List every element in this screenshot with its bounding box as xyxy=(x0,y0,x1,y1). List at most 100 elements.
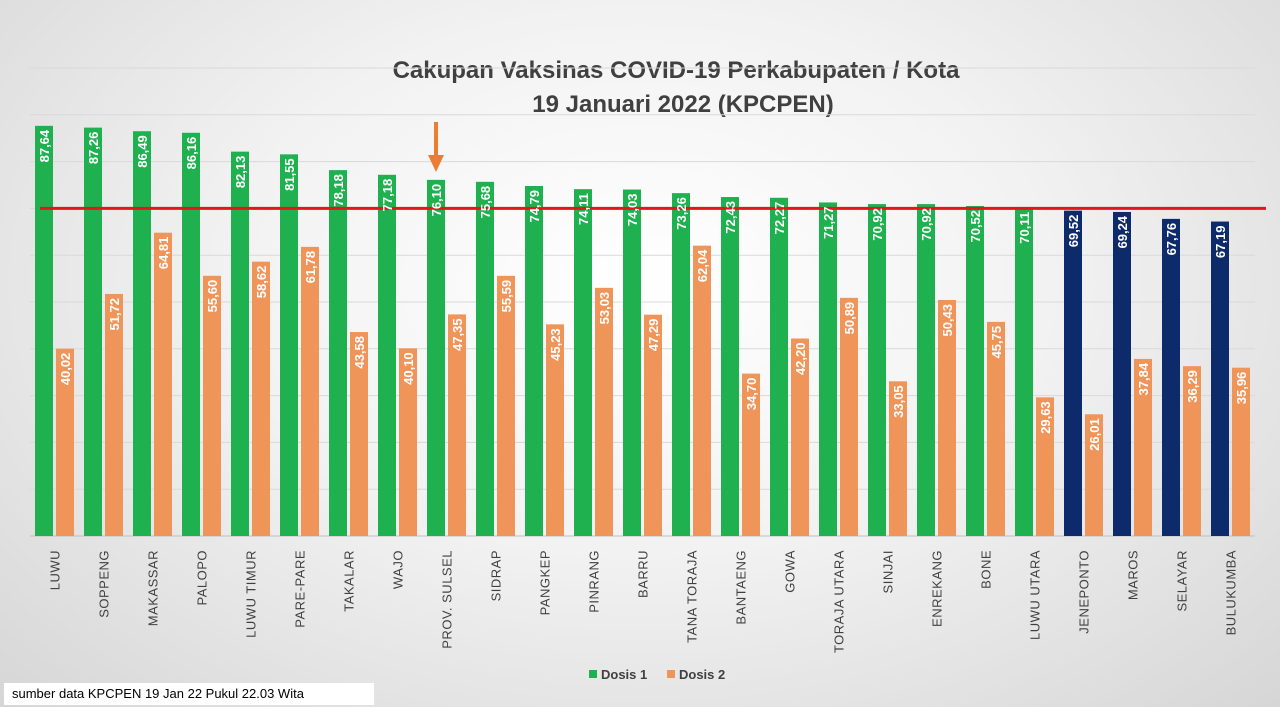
bar-dosis-1 xyxy=(819,202,837,536)
data-label-dosis-2: 55,59 xyxy=(499,280,514,313)
data-label-dosis-2: 51,72 xyxy=(107,298,122,331)
data-label-dosis-2: 45,75 xyxy=(989,326,1004,359)
bar-dosis-1 xyxy=(427,179,445,537)
category-label: JENEPONTO xyxy=(1077,550,1092,634)
data-label-dosis-2: 58,62 xyxy=(254,266,269,299)
data-label-dosis-2: 34,70 xyxy=(744,378,759,411)
category-label: BARRU xyxy=(636,550,651,598)
bar-dosis-2 xyxy=(203,275,221,536)
data-label-dosis-2: 29,63 xyxy=(1038,401,1053,434)
bar-dosis-1 xyxy=(1162,218,1180,537)
bar-dosis-2 xyxy=(497,275,515,536)
category-label: PANGKEP xyxy=(538,550,553,615)
data-label-dosis-2: 55,60 xyxy=(205,280,220,313)
category-label: BANTAENG xyxy=(734,550,749,625)
category-label: TAKALAR xyxy=(342,550,357,612)
data-label-dosis-2: 50,89 xyxy=(842,302,857,335)
category-label: LUWU xyxy=(48,550,63,590)
bar-dosis-2 xyxy=(56,348,74,536)
data-label-dosis-1: 69,52 xyxy=(1066,215,1081,248)
data-label-dosis-1: 70,92 xyxy=(919,208,934,241)
bar-dosis-2 xyxy=(742,373,760,536)
bar-dosis-2 xyxy=(1134,358,1152,536)
bar-dosis-1 xyxy=(133,131,151,536)
bar-dosis-2 xyxy=(252,261,270,536)
category-label: PINRANG xyxy=(587,550,602,613)
bar-dosis-1 xyxy=(378,174,396,536)
category-label: MAROS xyxy=(1126,550,1141,600)
data-label-dosis-1: 76,10 xyxy=(429,184,444,217)
legend-swatch-dosis-1 xyxy=(589,670,597,678)
bar-dosis-1 xyxy=(623,189,641,536)
data-label-dosis-2: 26,01 xyxy=(1087,418,1102,451)
bar-dosis-2 xyxy=(693,245,711,536)
bar-dosis-1 xyxy=(329,170,347,536)
category-label: LUWU TIMUR xyxy=(244,550,259,638)
bar-dosis-2 xyxy=(154,232,172,536)
data-label-dosis-2: 47,35 xyxy=(450,318,465,351)
data-label-dosis-1: 74,03 xyxy=(625,194,640,227)
data-label-dosis-2: 35,96 xyxy=(1234,372,1249,405)
bar-dosis-1 xyxy=(574,189,592,536)
category-label: TANA TORAJA xyxy=(685,550,700,643)
source-note: sumber data KPCPEN 19 Jan 22 Pukul 22.03… xyxy=(4,683,374,705)
data-label-dosis-2: 40,02 xyxy=(58,353,73,386)
bar-dosis-2 xyxy=(1036,397,1054,536)
category-label: PARE-PARE xyxy=(293,550,308,628)
legend: Dosis 1 Dosis 2 xyxy=(589,667,725,682)
data-label-dosis-2: 37,84 xyxy=(1136,362,1151,395)
category-label: SELAYAR xyxy=(1175,550,1190,612)
legend-label-dosis-2: Dosis 2 xyxy=(679,667,725,682)
bar-dosis-2 xyxy=(546,324,564,536)
bar-dosis-1 xyxy=(672,193,690,537)
data-label-dosis-2: 42,20 xyxy=(793,343,808,376)
bar-dosis-1 xyxy=(525,185,543,537)
data-label-dosis-1: 69,24 xyxy=(1115,215,1130,248)
bar-dosis-2 xyxy=(1232,367,1250,536)
bar-dosis-2 xyxy=(595,287,613,536)
legend-swatch-dosis-2 xyxy=(667,670,675,678)
data-label-dosis-2: 64,81 xyxy=(156,237,171,270)
bar-dosis-2 xyxy=(889,381,907,536)
data-label-dosis-2: 50,43 xyxy=(940,304,955,337)
data-label-dosis-1: 86,49 xyxy=(135,135,150,168)
category-label: MAKASSAR xyxy=(146,550,161,626)
data-label-dosis-1: 70,11 xyxy=(1017,212,1032,244)
bar-dosis-2 xyxy=(448,314,466,536)
data-label-dosis-1: 74,11 xyxy=(576,193,591,225)
bar-dosis-1 xyxy=(770,197,788,536)
bar-dosis-1 xyxy=(280,154,298,536)
data-label-dosis-1: 87,26 xyxy=(86,132,101,165)
bar-dosis-1 xyxy=(868,204,886,536)
bar-dosis-1 xyxy=(966,205,984,536)
bar-dosis-1 xyxy=(35,125,53,537)
bar-dosis-2 xyxy=(791,338,809,536)
bar-dosis-2 xyxy=(399,348,417,536)
category-label: LUWU UTARA xyxy=(1028,550,1043,640)
data-label-dosis-2: 62,04 xyxy=(695,249,710,282)
bar-dosis-2 xyxy=(301,246,319,536)
data-label-dosis-1: 67,19 xyxy=(1213,226,1228,259)
bar-dosis-1 xyxy=(1113,211,1131,537)
chart-title: Cakupan Vaksinas COVID-19 Perkabupaten /… xyxy=(393,57,961,84)
data-label-dosis-1: 67,76 xyxy=(1164,223,1179,256)
data-label-dosis-2: 33,05 xyxy=(891,385,906,418)
category-label: SINJAI xyxy=(881,550,896,593)
data-label-dosis-2: 40,10 xyxy=(401,352,416,385)
data-label-dosis-1: 86,16 xyxy=(184,137,199,170)
data-label-dosis-1: 71,27 xyxy=(821,206,836,239)
bar-dosis-2 xyxy=(350,332,368,536)
bar-dosis-1 xyxy=(476,181,494,536)
category-label: ENREKANG xyxy=(930,550,945,627)
data-label-dosis-1: 82,13 xyxy=(233,156,248,189)
category-label: SOPPENG xyxy=(97,550,112,618)
data-label-dosis-1: 72,43 xyxy=(723,201,738,234)
data-label-dosis-2: 47,29 xyxy=(646,319,661,352)
data-label-dosis-1: 87,64 xyxy=(37,129,52,162)
bar-dosis-2 xyxy=(1085,414,1103,536)
bar-dosis-1 xyxy=(231,151,249,537)
data-label-dosis-1: 77,18 xyxy=(380,179,395,212)
bar-dosis-1 xyxy=(84,127,102,536)
data-label-dosis-1: 70,92 xyxy=(870,208,885,241)
